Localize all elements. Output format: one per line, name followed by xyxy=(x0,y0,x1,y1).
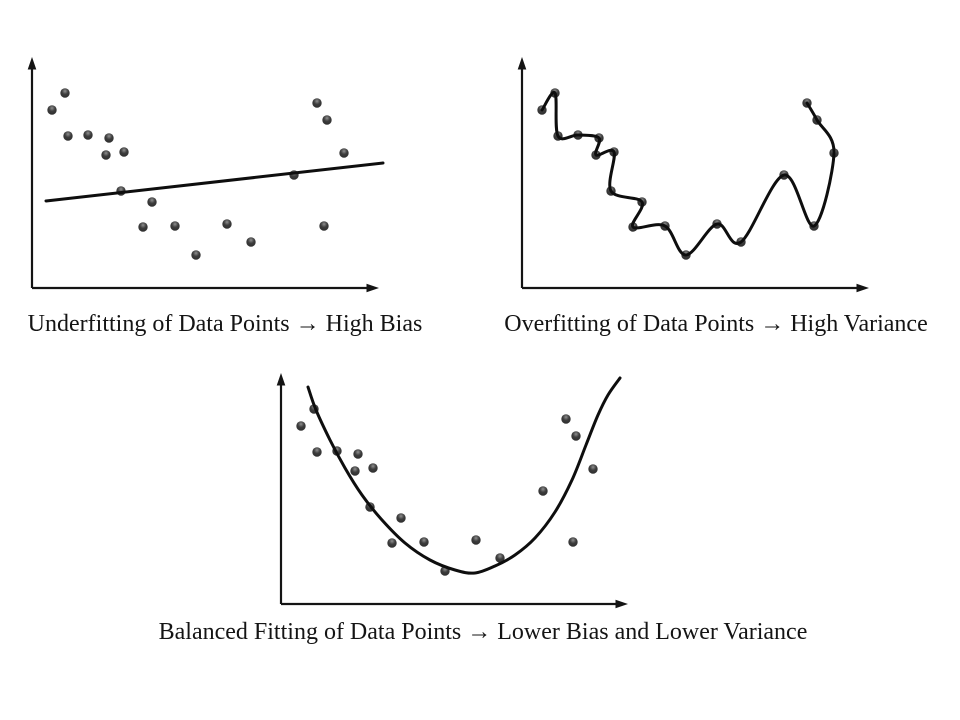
data-point xyxy=(246,237,256,247)
caption-balanced: Balanced Fitting of Data Points → Lower … xyxy=(158,619,808,645)
data-point xyxy=(83,130,93,140)
data-point xyxy=(538,486,548,496)
data-point xyxy=(571,431,581,441)
data-point xyxy=(222,219,232,229)
figure-underfitting xyxy=(27,57,385,293)
data-point xyxy=(588,464,598,474)
balanced-fit-curve xyxy=(306,376,622,575)
data-point xyxy=(60,88,70,98)
overfitting-fit-curve xyxy=(540,90,836,257)
x-axis-arrowhead xyxy=(856,283,869,293)
data-point xyxy=(471,535,481,545)
figure-overfitting xyxy=(517,57,869,293)
caption-underfitting: Underfitting of Data Points → High Bias xyxy=(27,311,423,337)
caption-overfitting: Overfitting of Data Points → High Varian… xyxy=(504,311,928,337)
data-point xyxy=(101,150,111,160)
figure-balanced xyxy=(276,373,628,609)
data-point xyxy=(396,513,406,523)
x-axis-arrowhead xyxy=(615,599,628,609)
data-point xyxy=(561,414,571,424)
y-axis-arrowhead xyxy=(27,57,37,70)
data-point xyxy=(387,538,397,548)
y-axis-arrowhead xyxy=(517,57,527,70)
data-point xyxy=(419,537,429,547)
underfitting-fit-line xyxy=(44,161,385,203)
data-point xyxy=(296,421,306,431)
data-point xyxy=(319,221,329,231)
data-point xyxy=(339,148,349,158)
data-point xyxy=(104,133,114,143)
data-point xyxy=(353,449,363,459)
data-point xyxy=(170,221,180,231)
data-point xyxy=(368,463,378,473)
data-point xyxy=(191,250,201,260)
data-point xyxy=(63,131,73,141)
data-point xyxy=(138,222,148,232)
data-point xyxy=(47,105,57,115)
data-point xyxy=(119,147,129,157)
data-point xyxy=(147,197,157,207)
data-point xyxy=(568,537,578,547)
data-point xyxy=(312,98,322,108)
x-axis-arrowhead xyxy=(366,283,379,293)
data-point xyxy=(322,115,332,125)
data-point xyxy=(350,466,360,476)
data-point xyxy=(312,447,322,457)
y-axis-arrowhead xyxy=(276,373,286,386)
data-point xyxy=(495,553,505,563)
